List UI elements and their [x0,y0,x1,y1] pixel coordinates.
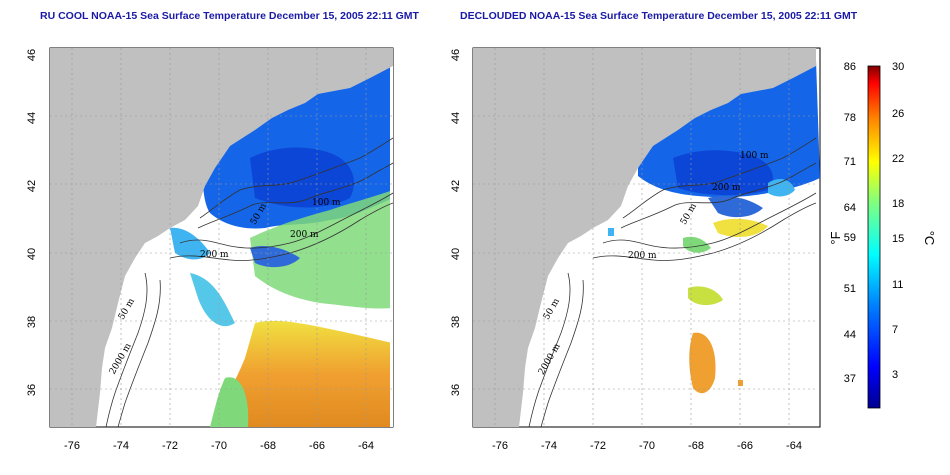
c-tick: 7 [892,324,898,336]
left-lat-tick: 36 [26,384,38,396]
right-lon-tick: -74 [541,440,557,452]
left-map-title: RU COOL NOAA-15 Sea Surface Temperature … [40,10,419,22]
right-map-title: DECLOUDED NOAA-15 Sea Surface Temperatur… [460,10,858,22]
colorbar-unit-f: °F [828,231,843,244]
left-lon-tick: -66 [309,440,325,452]
right-lon-tick: -66 [737,440,753,452]
right-lat-axis: 46 44 42 40 38 36 [450,49,462,396]
left-lon-axis: -76 -74 -72 -70 -68 -66 -64 [64,440,374,452]
right-patch-green [683,236,711,253]
right-lon-tick: -72 [590,440,606,452]
f-tick: 59 [844,232,856,244]
left-lat-tick: 44 [26,112,38,124]
left-lat-axis: 46 44 42 40 38 36 [26,49,38,396]
left-cold-core [250,147,354,208]
left-shelf-cyan [170,227,210,260]
right-lon-tick: -64 [786,440,802,452]
right-lon-tick: -68 [688,440,704,452]
right-patch-cyan [768,178,795,197]
f-tick: 44 [844,329,856,341]
f-tick: 37 [844,373,856,385]
colorbar-c-ticks: 30 26 22 18 15 11 7 3 [892,61,904,381]
left-lon-tick: -76 [64,440,80,452]
right-lat-tick: 36 [450,384,462,396]
colorbar-unit-c: °C [922,231,937,246]
left-lat-tick: 38 [26,316,38,328]
left-map: 100 m 200 m 50 m 200 m 50 m 2000 m 46 44… [26,47,394,452]
f-tick: 86 [844,61,856,73]
left-slope-cyan [190,273,235,327]
right-map: 100 m 200 m 50 m 200 m 50 m 2000 m 46 44… [450,47,821,452]
left-lon-tick: -70 [211,440,227,452]
c-tick: 26 [892,108,904,120]
left-lat-tick: 46 [26,49,38,61]
left-lon-tick: -74 [113,440,129,452]
f-tick: 51 [844,283,856,295]
right-contour-label-1: 100 m [740,151,769,161]
left-lon-tick: -64 [358,440,374,452]
right-lat-tick: 44 [450,112,462,124]
colorbar-f-ticks: 86 78 71 64 59 51 44 37 [844,61,856,385]
left-lat-tick: 42 [26,180,38,192]
left-lon-tick: -68 [260,440,276,452]
c-tick: 18 [892,198,904,210]
left-contour-label-1: 100 m [312,198,341,208]
left-lat-tick: 40 [26,248,38,260]
left-green-plume [250,190,393,309]
right-lon-axis: -76 -74 -72 -70 -68 -66 -64 [492,440,802,452]
left-green-south [210,377,249,427]
right-contour-label-4: 200 m [628,251,657,261]
c-tick: 3 [892,369,898,381]
c-tick: 11 [892,279,903,291]
right-patch-lime [688,286,723,306]
right-lat-tick: 42 [450,180,462,192]
right-lon-tick: -70 [639,440,655,452]
f-tick: 64 [844,202,856,214]
right-lat-tick: 40 [450,248,462,260]
left-lon-tick: -72 [162,440,178,452]
left-contour-label-2: 200 m [290,230,319,240]
c-tick: 15 [892,233,904,245]
c-tick: 22 [892,153,904,165]
left-contour-label-4: 200 m [200,250,229,260]
f-tick: 78 [844,112,856,124]
right-lat-tick: 38 [450,316,462,328]
right-lat-tick: 46 [450,49,462,61]
right-patch-yellow [713,218,768,238]
right-contour-label-2: 200 m [712,183,741,193]
f-tick: 71 [844,156,856,168]
right-patch-orange [689,332,716,394]
colorbar-scale [867,65,881,409]
colorbar: 86 78 71 64 59 51 44 37 30 26 22 18 15 1… [828,61,937,409]
c-tick: 30 [892,61,904,73]
left-warm-gulfstream [210,320,393,427]
right-lon-tick: -76 [492,440,508,452]
